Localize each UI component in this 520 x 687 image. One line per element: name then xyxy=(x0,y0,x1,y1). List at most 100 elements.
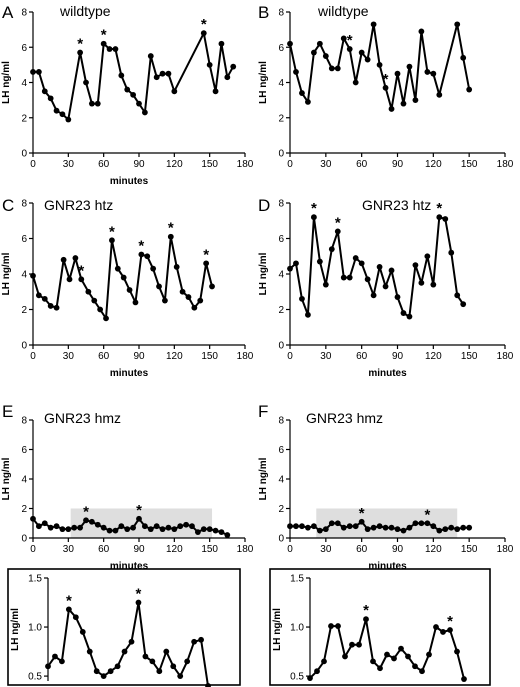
panel-title: wildtype xyxy=(59,3,111,19)
data-point xyxy=(118,523,125,530)
y-tick-label: 2 xyxy=(278,113,284,124)
series-line xyxy=(32,517,228,536)
inset-frame xyxy=(269,568,491,686)
data-point xyxy=(159,70,166,77)
x-tick-label: 180 xyxy=(237,159,254,170)
x-tick-label: 0 xyxy=(30,159,36,170)
x-tick-label: 150 xyxy=(461,351,478,362)
data-point xyxy=(342,653,348,660)
y-tick-label: 8 xyxy=(278,199,284,210)
data-point xyxy=(136,515,142,522)
data-point xyxy=(65,606,72,613)
data-point xyxy=(370,524,377,531)
data-point xyxy=(147,53,154,59)
data-point xyxy=(363,616,369,623)
data-point xyxy=(59,111,66,118)
y-tick-label: 1.5 xyxy=(290,574,304,585)
data-point xyxy=(77,49,84,56)
y-axis-title: LH ng/ml xyxy=(258,252,269,295)
data-point xyxy=(394,526,401,533)
data-point xyxy=(442,526,449,533)
data-point xyxy=(406,524,413,531)
data-point xyxy=(305,524,311,531)
data-point xyxy=(88,518,95,525)
data-point xyxy=(382,283,389,290)
data-point xyxy=(130,91,137,98)
y-axis-title: LH ng/ml xyxy=(1,61,12,104)
data-point xyxy=(358,49,365,56)
data-point xyxy=(150,265,157,272)
data-point xyxy=(47,524,54,531)
panel-title: GNR23 htz xyxy=(44,197,113,213)
data-point xyxy=(171,526,178,533)
data-point xyxy=(212,88,219,95)
data-point xyxy=(321,658,327,665)
y-tick-label: 4 xyxy=(278,78,284,89)
x-tick-label: 30 xyxy=(320,351,332,362)
x-tick-label: 90 xyxy=(133,159,145,170)
data-point xyxy=(307,675,313,681)
data-point xyxy=(153,523,160,530)
data-point xyxy=(316,258,323,265)
data-point xyxy=(109,237,115,244)
data-point xyxy=(305,98,311,105)
data-point xyxy=(153,74,160,81)
x-tick-label: 90 xyxy=(133,351,145,362)
data-point xyxy=(194,529,201,535)
data-point xyxy=(171,88,178,95)
data-point xyxy=(41,295,48,302)
data-point xyxy=(406,63,413,70)
x-tick-label: 180 xyxy=(497,159,514,170)
panel-title: wildtype xyxy=(317,3,369,19)
data-point xyxy=(65,526,72,533)
data-point xyxy=(47,95,54,102)
data-point xyxy=(454,648,460,655)
data-point xyxy=(59,658,65,665)
peak-marker: * xyxy=(136,502,142,519)
data-point xyxy=(454,292,461,299)
data-point xyxy=(412,520,419,527)
data-point xyxy=(370,292,377,299)
data-point xyxy=(328,246,335,253)
data-point xyxy=(85,288,92,295)
data-point xyxy=(335,623,341,629)
data-point xyxy=(405,653,411,660)
data-point xyxy=(94,100,101,107)
y-tick-label: 8 xyxy=(21,199,27,210)
y-tick-label: 1.5 xyxy=(28,574,42,585)
data-point xyxy=(436,214,443,221)
peak-marker: * xyxy=(83,503,89,520)
series-line xyxy=(33,32,235,121)
data-point xyxy=(430,70,437,77)
x-tick-label: 120 xyxy=(425,544,442,555)
y-tick-label: 2 xyxy=(278,305,284,316)
data-point xyxy=(135,599,142,606)
y-tick-label: 0.5 xyxy=(290,672,304,683)
data-point xyxy=(130,524,137,531)
data-point xyxy=(230,63,237,70)
data-point xyxy=(334,520,341,527)
data-point xyxy=(310,49,317,56)
x-tick-label: 120 xyxy=(166,544,183,555)
x-tick-label: 60 xyxy=(98,159,110,170)
data-point xyxy=(466,524,473,531)
data-point xyxy=(454,526,461,533)
data-point xyxy=(185,294,192,300)
data-point xyxy=(430,281,437,288)
panel-letter: E xyxy=(2,402,13,421)
data-point xyxy=(388,524,395,531)
y-tick-label: 4 xyxy=(278,475,284,486)
data-point xyxy=(466,86,473,93)
peak-marker: * xyxy=(109,223,115,240)
peak-marker: * xyxy=(436,200,442,217)
data-point xyxy=(364,276,371,283)
y-tick-label: 0 xyxy=(278,149,284,160)
data-point xyxy=(53,523,60,530)
data-point xyxy=(78,276,85,283)
data-point xyxy=(293,260,299,267)
x-tick-label: 150 xyxy=(201,351,218,362)
data-point xyxy=(376,61,383,68)
data-point xyxy=(346,523,353,530)
data-point xyxy=(173,264,180,270)
